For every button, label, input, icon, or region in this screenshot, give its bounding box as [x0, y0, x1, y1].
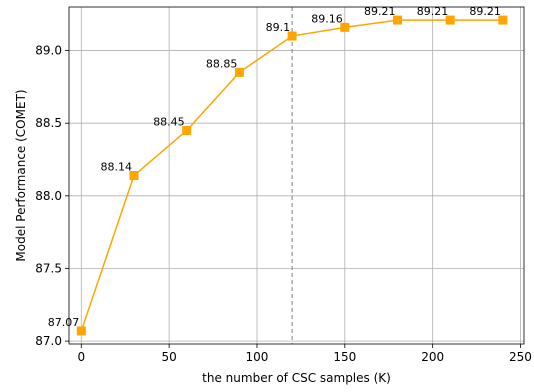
plot-frame — [68, 6, 525, 345]
y-tick-label: 88.5 — [35, 116, 62, 130]
series-group — [76, 15, 508, 336]
data-label-group: 87.07 88.14 88.45 88.85 89.1 89.16 89.21 89.21 8… — [48, 5, 501, 329]
data-point — [129, 171, 139, 180]
data-point — [498, 15, 508, 25]
data-point — [393, 15, 403, 25]
x-tick-label: 150 — [333, 350, 356, 364]
data-point — [445, 15, 455, 25]
data-point — [287, 31, 297, 41]
grid — [69, 7, 524, 344]
x-tick-label: 50 — [161, 350, 176, 364]
data-label: 88.85 — [206, 57, 238, 70]
data-point — [340, 22, 350, 32]
data-label: 87.07 — [48, 316, 80, 329]
x-tick-label: 200 — [421, 350, 444, 364]
data-point — [76, 326, 86, 336]
x-axis-label: the number of CSC samples (K) — [202, 371, 391, 385]
x-tick-label: 250 — [509, 350, 532, 364]
y-tick-label: 89.0 — [35, 44, 62, 58]
tick-group: 0 50 100 150 200 250 87.0 87.5 88.0 88.5 89.0 — [35, 44, 532, 364]
y-tick-label: 87.0 — [35, 334, 62, 348]
y-tick-label: 88.0 — [35, 189, 62, 203]
data-point — [182, 125, 192, 135]
x-tick-label: 0 — [77, 350, 85, 364]
y-axis-label: Model Performance (COMET) — [14, 89, 28, 261]
data-label: 89.21 — [469, 5, 501, 18]
data-label: 89.1 — [266, 21, 291, 34]
x-tick-label: 100 — [246, 350, 269, 364]
y-tick-label: 87.5 — [35, 261, 62, 275]
data-label: 89.21 — [417, 5, 449, 18]
data-point — [234, 67, 244, 77]
data-label: 88.14 — [101, 161, 133, 174]
data-label: 89.21 — [364, 5, 396, 18]
data-label: 88.45 — [153, 115, 185, 128]
data-label: 89.16 — [311, 12, 343, 25]
